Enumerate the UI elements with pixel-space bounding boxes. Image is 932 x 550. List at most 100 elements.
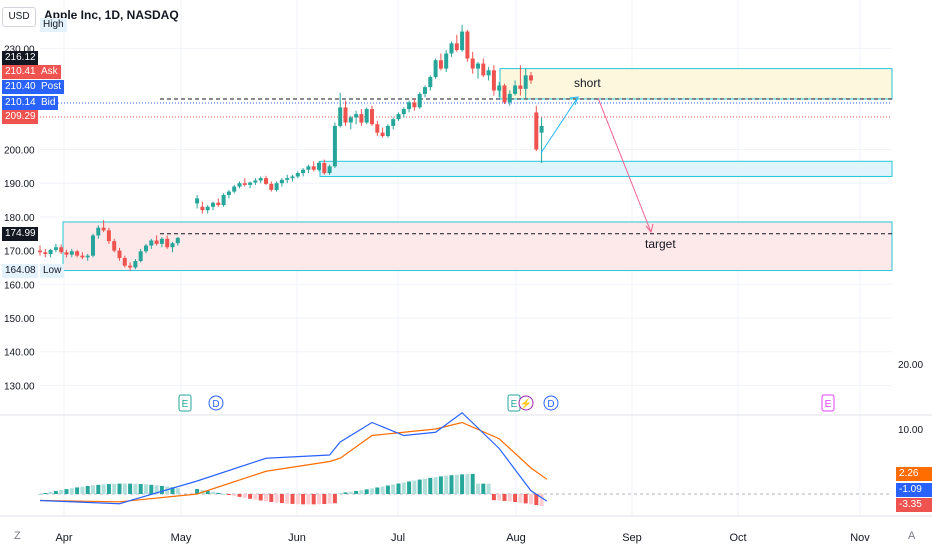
time-axis-label: Aug (506, 532, 526, 544)
histogram-bar (53, 490, 58, 494)
candle-body (237, 183, 242, 187)
histogram-bar (149, 484, 154, 494)
price-tick-label: 150.00 (4, 314, 35, 325)
histogram-bar (523, 494, 528, 504)
candle-body (133, 261, 138, 268)
histogram-bar (195, 489, 200, 494)
candle-body (301, 169, 306, 174)
histogram-bar (396, 483, 401, 494)
candle-body (476, 63, 480, 69)
candle-body (486, 70, 491, 76)
candle-body (449, 43, 454, 54)
candle-body (497, 85, 502, 91)
histogram-bar (59, 490, 64, 494)
candle-body (529, 75, 533, 81)
timezone-button[interactable]: Z (14, 530, 21, 542)
histogram-bar (438, 476, 443, 494)
candle-body (264, 178, 268, 184)
candle-body (396, 114, 401, 120)
price-tick-label: 130.00 (4, 381, 35, 392)
histogram-bar (465, 474, 470, 494)
histogram-bar (428, 477, 433, 494)
histogram-bar (332, 494, 337, 504)
candle-body (211, 202, 215, 207)
candle-body (154, 240, 159, 244)
candle-body (170, 243, 175, 248)
candle-body (465, 31, 470, 59)
event-marker-earnings: E (507, 394, 521, 412)
histogram-bar (476, 483, 480, 494)
candle-body (232, 186, 237, 192)
candle-body (412, 102, 417, 108)
histogram-bar (327, 494, 332, 504)
time-axis-label: Jul (391, 532, 405, 544)
short-annotation[interactable]: short (574, 76, 601, 90)
histogram-bar (279, 494, 284, 504)
candle-body (290, 176, 295, 179)
histogram-bar (380, 486, 385, 494)
candle-body (205, 206, 210, 211)
candle-body (144, 245, 148, 252)
histogram-bar (295, 494, 300, 505)
candle-body (359, 114, 364, 123)
candle-body (348, 117, 353, 123)
histogram-bar (159, 485, 164, 494)
ask-label: Ask (38, 65, 61, 79)
histogram-bar (242, 494, 247, 498)
zone-gap (319, 160, 893, 177)
event-marker-earnings: E (178, 394, 192, 412)
time-axis-label: May (171, 532, 192, 544)
candle-body (53, 247, 58, 250)
candle-body (391, 119, 396, 126)
histogram-bar (491, 494, 496, 501)
price-tick-label: 190.00 (4, 179, 35, 190)
candle-body (159, 238, 164, 244)
histogram-bar (144, 484, 148, 494)
high-label: High (40, 18, 67, 32)
bid-label: Bid (38, 96, 59, 110)
histogram-bar (101, 484, 106, 494)
candle-body (354, 114, 359, 118)
event-marker-dividend: D (208, 395, 224, 411)
histogram-bar (460, 474, 465, 494)
candle-body (507, 93, 512, 103)
zone-support (62, 221, 893, 272)
candle-body (112, 241, 117, 251)
candle-body (481, 63, 486, 76)
histogram-bar (486, 483, 491, 494)
candle-body (165, 238, 170, 248)
auto-scale-button[interactable]: A (908, 530, 916, 542)
indicator-tick-label: 20.00 (898, 360, 923, 371)
svg-text:E: E (182, 399, 189, 410)
candle-body (122, 258, 127, 266)
zone-short (499, 68, 893, 100)
histogram-bar (449, 475, 454, 494)
target-annotation[interactable]: target (645, 237, 676, 251)
low-label: Low (40, 264, 65, 278)
candle-body (59, 247, 64, 253)
histogram-bar (407, 481, 412, 494)
candle-body (370, 109, 374, 125)
histogram-bar (433, 477, 438, 494)
histogram-bar (423, 478, 427, 494)
histogram-bar (497, 494, 502, 501)
currency-button[interactable]: USD (2, 7, 36, 27)
histogram-bar (348, 491, 353, 494)
candle-body (332, 125, 337, 167)
event-marker-split: ⚡ (518, 395, 534, 411)
histogram-bar (513, 494, 518, 503)
candle-body (460, 31, 465, 51)
histogram-bar (211, 491, 215, 494)
histogram-bar (507, 494, 512, 502)
candle-body (306, 166, 311, 170)
histogram-bar (401, 482, 406, 494)
price-tick-label: 160.00 (4, 280, 35, 291)
histogram-bar (529, 494, 533, 505)
histogram-bar (375, 487, 380, 494)
post-price-tag: 210.40 (2, 80, 38, 94)
svg-text:E: E (825, 399, 832, 410)
candle-body (444, 53, 449, 69)
candle-body (534, 112, 539, 150)
candle-body (175, 237, 180, 244)
